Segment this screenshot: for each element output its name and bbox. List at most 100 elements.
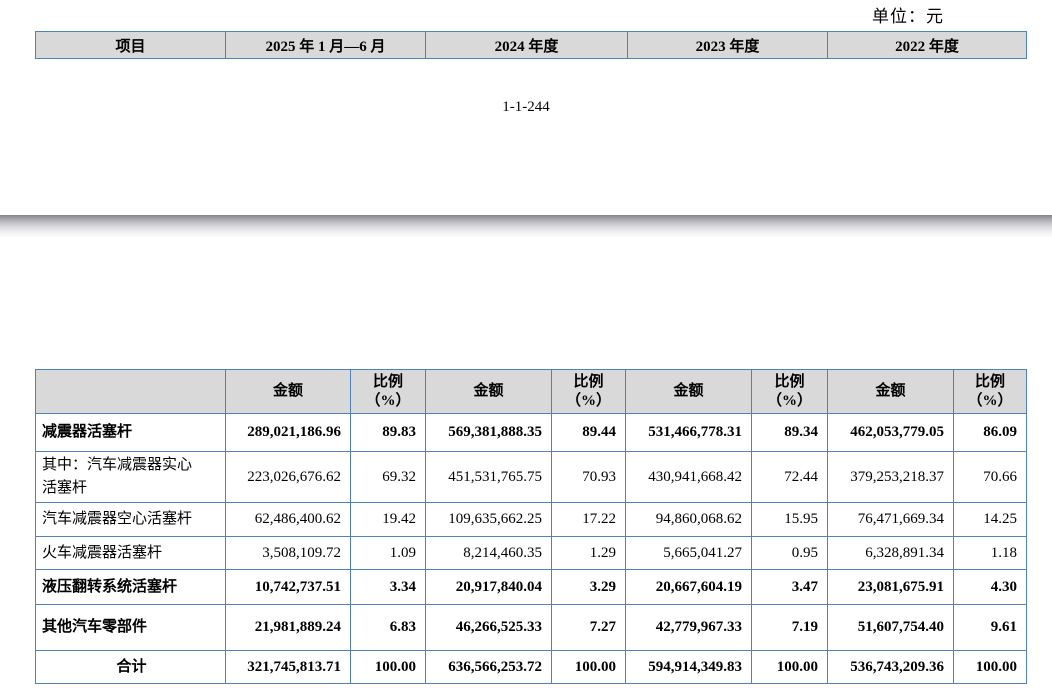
ratio-cell: 14.25 [953,502,1027,537]
amount-cell: 569,381,888.35 [425,413,552,452]
amount-cell: 94,860,068.62 [625,502,752,537]
year-header-table: 项目 2025 年 1 月—6 月 2024 年度 2023 年度 2022 年… [35,31,1027,59]
total-row: 合计 321,745,813.71 100.00 636,566,253.72 … [35,650,1027,684]
ratio-cell: 100.00 [350,650,426,684]
table-row: 火车减震器活塞杆 3,508,109.72 1.09 8,214,460.35 … [35,536,1027,570]
year-header-row: 项目 2025 年 1 月—6 月 2024 年度 2023 年度 2022 年… [35,31,1027,59]
ratio-cell: 4.30 [953,569,1027,605]
header-empty-cell [35,369,226,414]
ratio-cell: 86.09 [953,413,1027,452]
table-row: 液压翻转系统活塞杆 10,742,737.51 3.34 20,917,840.… [35,569,1027,605]
ratio-cell: 69.32 [350,451,426,503]
ratio-cell: 7.19 [751,604,828,651]
ratio-cell: 72.44 [751,451,828,503]
amount-cell: 10,742,737.51 [225,569,351,605]
ratio-cell: 1.18 [953,536,1027,570]
amount-cell: 636,566,253.72 [425,650,552,684]
ratio-cell: 1.29 [551,536,626,570]
subheader-row: 金额 比例 （%） 金额 比例 （%） 金额 比例 （%） 金额 比例 （%） [35,369,1027,414]
page-break-divider [0,215,1052,237]
amount-cell: 21,981,889.24 [225,604,351,651]
ratio-cell: 3.29 [551,569,626,605]
ratio-cell: 7.27 [551,604,626,651]
table-row: 减震器活塞杆 289,021,186.96 89.83 569,381,888.… [35,413,1027,452]
header-col-2024: 2024 年度 [425,31,628,59]
table-row: 汽车减震器空心活塞杆 62,486,400.62 19.42 109,635,6… [35,502,1027,537]
ratio-header-line1: 比例 [974,373,1005,390]
amount-cell: 223,026,676.62 [225,451,351,503]
amount-header: 金额 [425,369,552,414]
ratio-cell: 89.83 [350,413,426,452]
ratio-header: 比例 （%） [953,369,1027,414]
header-col-2023: 2023 年度 [627,31,828,59]
header-col-2022: 2022 年度 [827,31,1027,59]
amount-cell: 462,053,779.05 [827,413,954,452]
amount-cell: 594,914,349.83 [625,650,752,684]
amount-cell: 3,508,109.72 [225,536,351,570]
amount-cell: 379,253,218.37 [827,451,954,503]
total-label: 合计 [35,650,226,684]
ratio-cell: 17.22 [551,502,626,537]
ratio-cell: 100.00 [551,650,626,684]
page-number: 1-1-244 [502,99,550,115]
amount-cell: 42,779,967.33 [625,604,752,651]
amount-header: 金额 [225,369,351,414]
ratio-cell: 1.09 [350,536,426,570]
amount-cell: 5,665,041.27 [625,536,752,570]
ratio-cell: 70.93 [551,451,626,503]
amount-cell: 20,667,604.19 [625,569,752,605]
ratio-cell: 9.61 [953,604,1027,651]
ratio-cell: 89.44 [551,413,626,452]
amount-cell: 531,466,778.31 [625,413,752,452]
amount-cell: 62,486,400.62 [225,502,351,537]
header-col-2025h1: 2025 年 1 月—6 月 [225,31,426,59]
unit-label: 单位：元 [872,7,944,26]
amount-cell: 289,021,186.96 [225,413,351,452]
row-label: 其他汽车零部件 [35,604,226,651]
ratio-header-line1: 比例 [774,373,805,390]
table-row: 其他汽车零部件 21,981,889.24 6.83 46,266,525.33… [35,604,1027,651]
ratio-header: 比例 （%） [551,369,626,414]
row-label: 火车减震器活塞杆 [35,536,226,570]
ratio-cell: 19.42 [350,502,426,537]
header-col-item: 项目 [35,31,226,59]
row-label: 液压翻转系统活塞杆 [35,569,226,605]
ratio-cell: 6.83 [350,604,426,651]
amount-cell: 536,743,209.36 [827,650,954,684]
revenue-breakdown-table: 金额 比例 （%） 金额 比例 （%） 金额 比例 （%） 金额 比例 （%） … [35,369,1027,684]
ratio-cell: 100.00 [953,650,1027,684]
row-label: 其中：汽车减震器实心 活塞杆 [35,451,226,503]
amount-cell: 451,531,765.75 [425,451,552,503]
amount-cell: 6,328,891.34 [827,536,954,570]
table-row: 其中：汽车减震器实心 活塞杆 223,026,676.62 69.32 451,… [35,451,1027,503]
amount-header: 金额 [625,369,752,414]
amount-cell: 51,607,754.40 [827,604,954,651]
amount-cell: 23,081,675.91 [827,569,954,605]
row-label: 汽车减震器空心活塞杆 [35,502,226,537]
amount-header: 金额 [827,369,954,414]
amount-cell: 8,214,460.35 [425,536,552,570]
ratio-cell: 3.34 [350,569,426,605]
ratio-header: 比例 （%） [751,369,828,414]
amount-cell: 430,941,668.42 [625,451,752,503]
ratio-cell: 15.95 [751,502,828,537]
ratio-cell: 89.34 [751,413,828,452]
amount-cell: 76,471,669.34 [827,502,954,537]
ratio-header: 比例 （%） [350,369,426,414]
ratio-header-line2: （%） [365,392,411,409]
ratio-header-line1: 比例 [573,373,604,390]
row-label: 减震器活塞杆 [35,413,226,452]
ratio-cell: 0.95 [751,536,828,570]
ratio-header-line2: （%） [967,392,1013,409]
ratio-cell: 3.47 [751,569,828,605]
ratio-header-line2: （%） [766,392,812,409]
ratio-header-line2: （%） [565,392,611,409]
amount-cell: 20,917,840.04 [425,569,552,605]
amount-cell: 109,635,662.25 [425,502,552,537]
amount-cell: 321,745,813.71 [225,650,351,684]
amount-cell: 46,266,525.33 [425,604,552,651]
ratio-cell: 70.66 [953,451,1027,503]
ratio-header-line1: 比例 [372,373,403,390]
ratio-cell: 100.00 [751,650,828,684]
